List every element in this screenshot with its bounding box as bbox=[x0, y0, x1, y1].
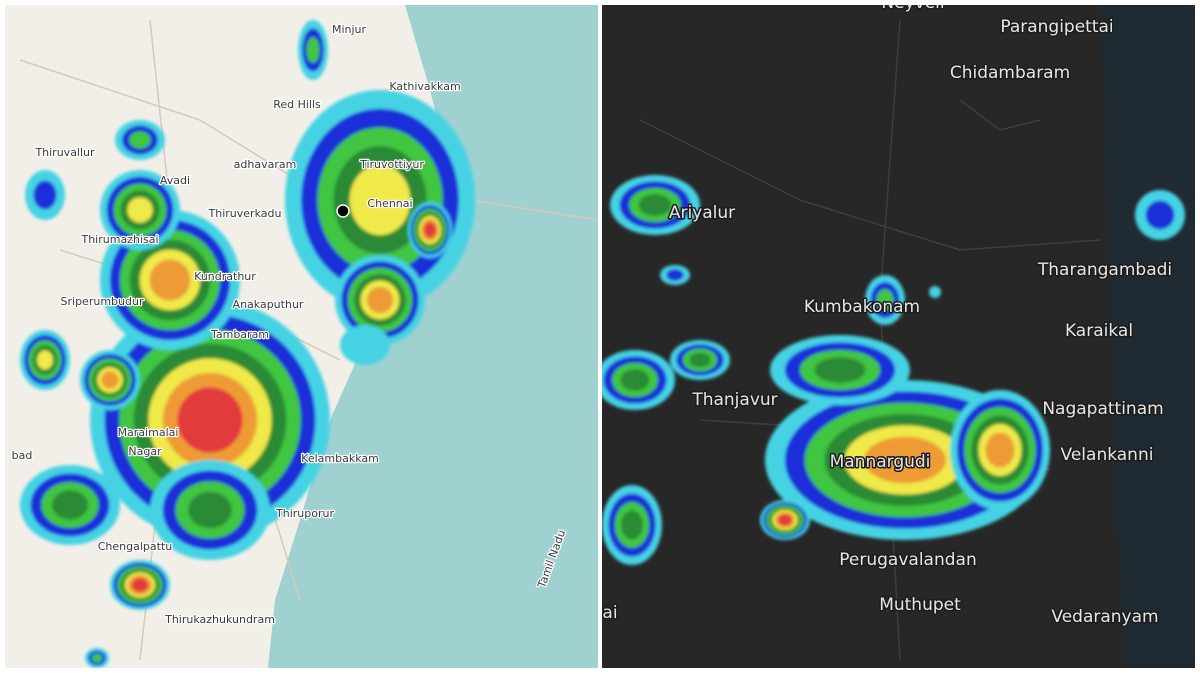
place-label: bad bbox=[12, 449, 33, 462]
place-label: Maraimalai bbox=[118, 426, 179, 439]
echo bbox=[37, 350, 53, 370]
place-label: Nagapattinam bbox=[1042, 399, 1163, 419]
place-label: Anakaputhur bbox=[233, 298, 304, 311]
echo bbox=[177, 387, 243, 453]
place-label: Thiruporur bbox=[275, 507, 334, 520]
echo bbox=[778, 514, 792, 526]
echo bbox=[1145, 200, 1175, 230]
echo bbox=[149, 259, 191, 301]
echo bbox=[349, 164, 411, 236]
place-label: Avadi bbox=[160, 174, 190, 187]
place-label: Neyveli bbox=[881, 0, 944, 13]
place-label: Thiruverkadu bbox=[208, 207, 282, 220]
echo bbox=[131, 578, 149, 592]
place-label: Vedaranyam bbox=[1051, 607, 1158, 627]
place-label: Thanjavur bbox=[691, 390, 777, 410]
place-label: Kathivakkam bbox=[389, 80, 460, 93]
land bbox=[602, 5, 1195, 668]
place-label: Sriperumbudur bbox=[61, 295, 144, 308]
place-label: Kelambakkam bbox=[301, 452, 379, 465]
place-label: Chengalpattu bbox=[98, 540, 173, 553]
place-label: Chidambaram bbox=[950, 63, 1070, 83]
place-label: Thirukazhukundram bbox=[164, 613, 275, 626]
echo bbox=[814, 357, 866, 383]
place-labels: Minjur Kathivakkam Red Hills Thiruvallur Tir… bbox=[10, 22, 569, 628]
echo bbox=[366, 286, 394, 314]
place-label: Tiruvottiyur bbox=[359, 158, 424, 171]
echo bbox=[188, 491, 232, 529]
place-label: Minjur bbox=[332, 23, 367, 36]
place-label: Tambaram bbox=[210, 328, 269, 341]
place-label: Kundrathur bbox=[194, 270, 256, 283]
place-label: Velankanni bbox=[1061, 445, 1154, 465]
echo bbox=[985, 432, 1015, 468]
place-label: Karaikal bbox=[1065, 321, 1133, 341]
place-label: Thirumazhisai bbox=[80, 233, 158, 246]
echo bbox=[689, 352, 711, 368]
place-label: Ariyalur bbox=[669, 203, 735, 223]
place-label: Red Hills bbox=[273, 98, 321, 111]
sea bbox=[1100, 5, 1195, 668]
left-map: Minjur Kathivakkam Red Hills Thiruvallur Tir… bbox=[5, 5, 598, 668]
place-label: Parangipettai bbox=[1000, 17, 1113, 37]
place-label: Muthupet bbox=[879, 595, 961, 615]
place-label: Mannargudi bbox=[830, 452, 931, 472]
place-label: ai bbox=[602, 603, 617, 623]
radar-echoes bbox=[602, 175, 1185, 565]
echo bbox=[127, 197, 153, 223]
place-label: Tharangambadi bbox=[1037, 260, 1172, 280]
echo bbox=[340, 325, 390, 365]
radar-echoes bbox=[20, 20, 475, 668]
place-label: Perugavalandan bbox=[839, 550, 976, 570]
echo bbox=[91, 653, 103, 663]
echo bbox=[51, 490, 89, 520]
city-marker bbox=[336, 204, 350, 218]
echo bbox=[876, 289, 894, 311]
echo bbox=[424, 222, 436, 238]
echo bbox=[864, 436, 946, 484]
echo bbox=[666, 269, 684, 281]
place-label: Chennai bbox=[367, 197, 412, 210]
sea bbox=[268, 5, 598, 668]
echo bbox=[129, 131, 151, 149]
echo bbox=[306, 37, 320, 63]
place-label: Thiruvallur bbox=[34, 146, 95, 159]
echo bbox=[929, 286, 941, 298]
echo bbox=[33, 180, 57, 210]
place-labels: Neyveli Parangipettai Chidambaram Ariyalur T… bbox=[602, 0, 1174, 629]
place-label: Kumbakonam bbox=[804, 297, 920, 317]
echo bbox=[621, 510, 643, 540]
place-label: Nagar bbox=[128, 445, 162, 458]
right-map: Neyveli Parangipettai Chidambaram Ariyalur T… bbox=[602, 0, 1195, 668]
place-label: adhavaram bbox=[234, 158, 297, 171]
echo bbox=[101, 371, 119, 389]
echo bbox=[638, 194, 672, 216]
echo bbox=[620, 369, 650, 391]
